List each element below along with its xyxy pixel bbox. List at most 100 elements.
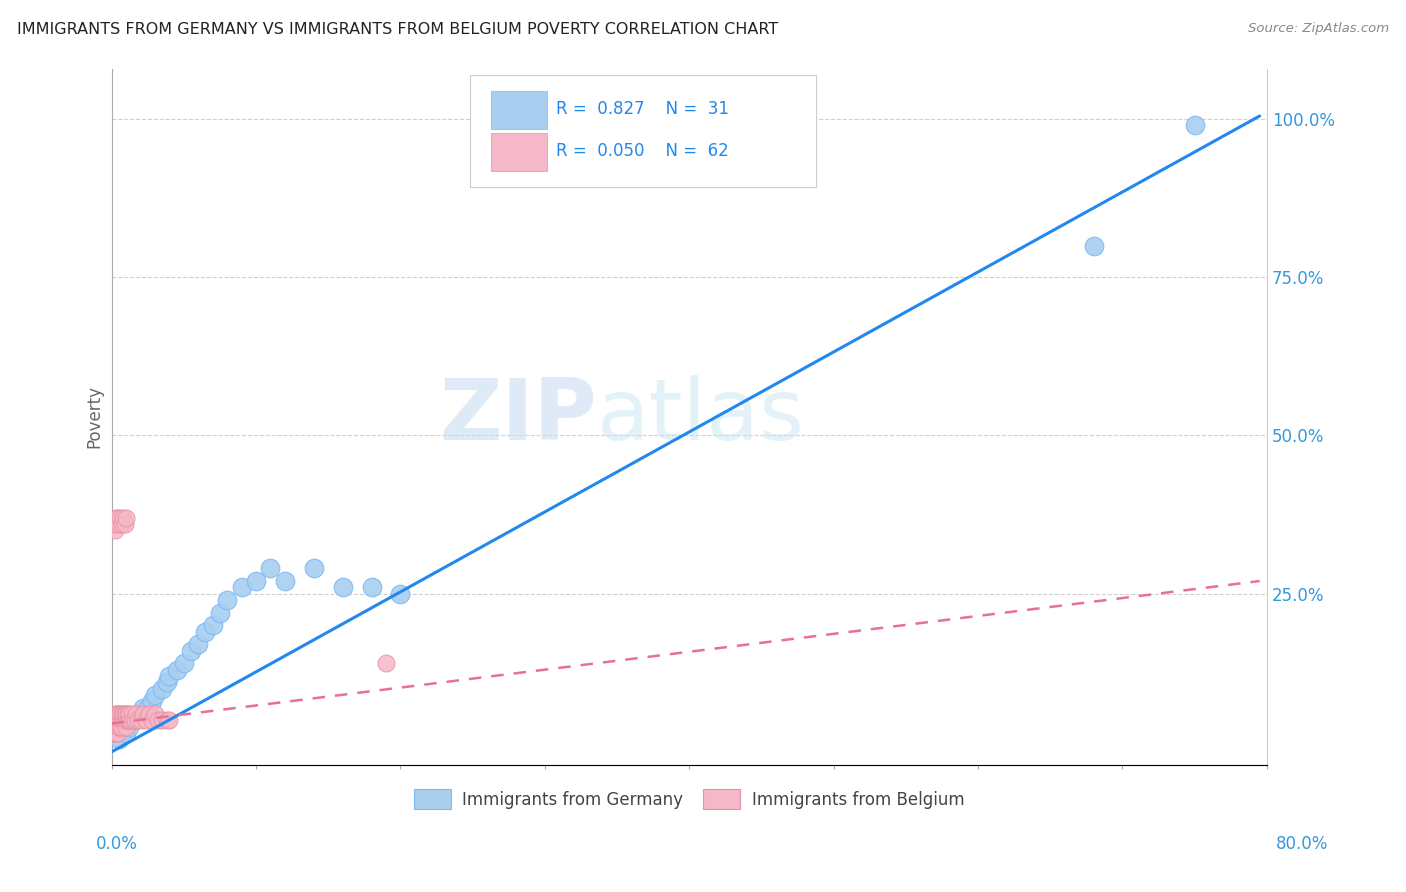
Point bbox=[180, 643, 202, 657]
Point bbox=[157, 713, 180, 727]
Point bbox=[108, 706, 131, 721]
FancyBboxPatch shape bbox=[470, 76, 817, 186]
Point bbox=[103, 706, 125, 721]
Point bbox=[107, 726, 129, 740]
FancyBboxPatch shape bbox=[491, 133, 547, 171]
Text: IMMIGRANTS FROM GERMANY VS IMMIGRANTS FROM BELGIUM POVERTY CORRELATION CHART: IMMIGRANTS FROM GERMANY VS IMMIGRANTS FR… bbox=[17, 22, 778, 37]
Point bbox=[104, 706, 127, 721]
Text: ZIP: ZIP bbox=[439, 375, 596, 458]
Point bbox=[101, 713, 124, 727]
Point bbox=[194, 624, 217, 639]
Point bbox=[107, 706, 129, 721]
Point bbox=[115, 726, 138, 740]
Point bbox=[108, 732, 131, 747]
Point bbox=[107, 510, 129, 524]
Point bbox=[121, 706, 143, 721]
Point bbox=[115, 713, 138, 727]
Point bbox=[187, 637, 209, 651]
Point bbox=[332, 580, 354, 594]
Point bbox=[302, 561, 325, 575]
Point bbox=[136, 700, 159, 714]
Point bbox=[112, 706, 135, 721]
Point bbox=[201, 618, 224, 632]
Point bbox=[104, 713, 127, 727]
Point bbox=[375, 657, 398, 671]
Point bbox=[259, 561, 281, 575]
Point bbox=[118, 713, 141, 727]
Point bbox=[111, 517, 134, 532]
Point bbox=[166, 663, 188, 677]
Point bbox=[115, 510, 138, 524]
Point bbox=[274, 574, 297, 588]
Text: R =  0.827    N =  31: R = 0.827 N = 31 bbox=[557, 100, 730, 118]
Point bbox=[103, 720, 125, 734]
Point bbox=[360, 580, 382, 594]
Point bbox=[141, 694, 163, 708]
Point bbox=[155, 675, 177, 690]
Point bbox=[120, 713, 142, 727]
Point bbox=[127, 706, 149, 721]
Point bbox=[101, 517, 124, 532]
Y-axis label: Poverty: Poverty bbox=[86, 385, 103, 448]
Point bbox=[118, 720, 141, 734]
Point bbox=[112, 713, 135, 727]
Point bbox=[1184, 119, 1206, 133]
Point bbox=[108, 720, 131, 734]
Point bbox=[104, 517, 127, 532]
Point bbox=[117, 706, 139, 721]
Point bbox=[108, 713, 131, 727]
Point bbox=[217, 593, 239, 607]
Point bbox=[101, 720, 124, 734]
Point bbox=[115, 706, 138, 721]
Point bbox=[138, 706, 160, 721]
Point bbox=[135, 713, 157, 727]
Legend: Immigrants from Germany, Immigrants from Belgium: Immigrants from Germany, Immigrants from… bbox=[408, 783, 972, 815]
Point bbox=[112, 510, 135, 524]
Text: 80.0%: 80.0% bbox=[1277, 835, 1329, 853]
Point bbox=[127, 713, 149, 727]
Point bbox=[129, 713, 152, 727]
Point bbox=[245, 574, 267, 588]
Point bbox=[143, 706, 166, 721]
Point bbox=[103, 713, 125, 727]
Point bbox=[104, 510, 127, 524]
Point bbox=[103, 524, 125, 538]
Point bbox=[103, 726, 125, 740]
Point bbox=[132, 706, 155, 721]
Point bbox=[101, 726, 124, 740]
Point bbox=[111, 706, 134, 721]
Point bbox=[104, 720, 127, 734]
Point bbox=[129, 706, 152, 721]
Point bbox=[157, 669, 180, 683]
Point bbox=[118, 706, 141, 721]
Text: R =  0.050    N =  62: R = 0.050 N = 62 bbox=[557, 142, 730, 160]
Point bbox=[155, 713, 177, 727]
Text: 0.0%: 0.0% bbox=[96, 835, 138, 853]
Point bbox=[104, 726, 127, 740]
Point bbox=[173, 657, 195, 671]
Point bbox=[231, 580, 253, 594]
Point bbox=[111, 713, 134, 727]
Point bbox=[141, 713, 163, 727]
FancyBboxPatch shape bbox=[491, 92, 547, 129]
Point bbox=[117, 713, 139, 727]
Point bbox=[110, 713, 132, 727]
Point bbox=[114, 706, 136, 721]
Point bbox=[124, 713, 146, 727]
Point bbox=[115, 720, 138, 734]
Point bbox=[110, 510, 132, 524]
Point bbox=[108, 517, 131, 532]
Point bbox=[146, 713, 169, 727]
Point bbox=[114, 517, 136, 532]
Point bbox=[208, 606, 231, 620]
Point bbox=[114, 713, 136, 727]
Point bbox=[132, 700, 155, 714]
Point bbox=[389, 587, 412, 601]
Point bbox=[150, 681, 173, 696]
Point bbox=[122, 713, 145, 727]
Point bbox=[110, 706, 132, 721]
Point bbox=[122, 713, 145, 727]
Point bbox=[143, 688, 166, 702]
Point bbox=[111, 720, 134, 734]
Point bbox=[107, 713, 129, 727]
